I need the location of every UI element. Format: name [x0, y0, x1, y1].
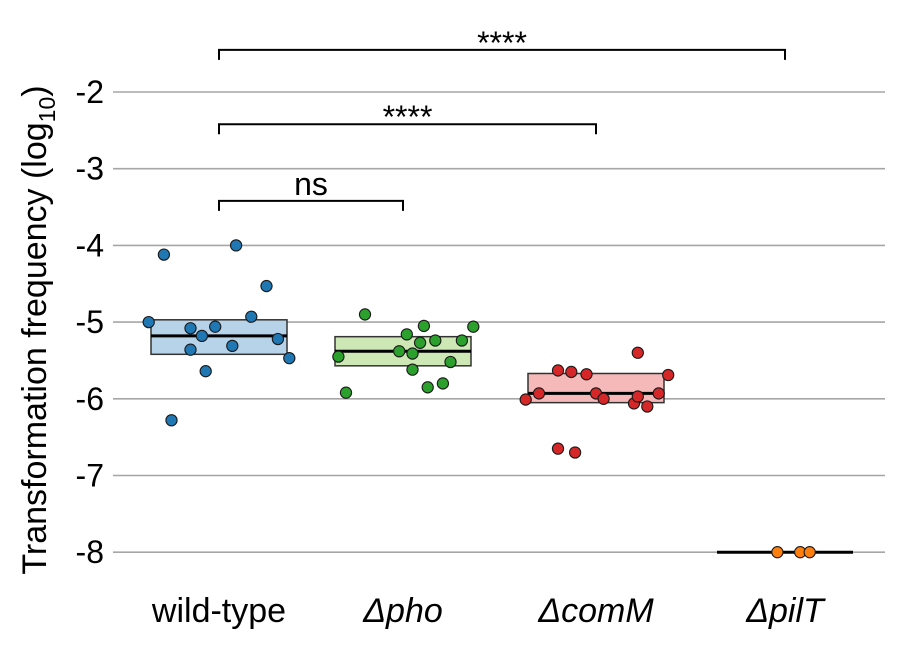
data-point [195, 329, 209, 343]
y-tick-label: -6 [76, 381, 104, 417]
data-point [417, 319, 431, 333]
significance-bracket [218, 48, 786, 60]
significance-bracket [218, 123, 597, 135]
data-point [229, 239, 243, 252]
x-category-label: wild-type [151, 592, 286, 630]
y-axis-ticks: -2 -3 -4 -5 -6 -7 -8 [76, 74, 104, 570]
data-point [209, 320, 222, 333]
data-point [580, 368, 593, 381]
data-point [184, 343, 197, 356]
data-point [400, 328, 413, 341]
y-tick-label: -7 [76, 458, 104, 494]
data-point [332, 350, 345, 363]
data-point [551, 442, 565, 455]
data-point [413, 336, 427, 349]
y-axis-label: Transformation frequency (log10) [16, 85, 60, 574]
data-point [641, 400, 654, 413]
y-tick-label: -5 [76, 304, 104, 340]
data-point [436, 377, 450, 390]
data-point [631, 390, 644, 403]
significance-label: **** [383, 99, 433, 135]
data-point [519, 393, 532, 406]
y-tick-label: -8 [76, 534, 104, 570]
data-point [393, 345, 406, 358]
data-point [184, 322, 197, 335]
y-tick-label: -4 [76, 227, 104, 263]
data-point [652, 387, 665, 400]
y-axis-label-main: Transformation frequency (log [16, 122, 54, 574]
data-point [565, 365, 578, 379]
data-point [199, 365, 212, 378]
data-point [421, 381, 434, 394]
data-point [429, 334, 442, 347]
x-axis-categories: wild-type Δpho ΔcomM ΔpilT [151, 592, 826, 630]
x-category-label: Δpho [362, 592, 443, 630]
data-point [260, 279, 273, 293]
data-point [803, 546, 816, 559]
data-point [157, 248, 171, 261]
data-point [406, 347, 419, 360]
significance-bracket [218, 199, 404, 211]
data-point [455, 334, 469, 347]
data-point [551, 364, 565, 377]
summary-boxes [150, 319, 853, 554]
data-point [226, 339, 239, 353]
y-axis-label-subscript: 10 [34, 97, 60, 123]
data-point [568, 446, 582, 459]
data-point [339, 386, 353, 399]
data-point [597, 392, 610, 405]
x-category-label: ΔpilT [745, 592, 826, 630]
significance-brackets: ns **** **** [218, 25, 786, 211]
data-point [245, 310, 258, 323]
data-point [662, 368, 675, 382]
data-point [467, 320, 480, 333]
data-point [358, 308, 372, 321]
data-point [406, 363, 419, 376]
x-category-label: ΔcomM [537, 592, 654, 630]
data-point [444, 355, 457, 369]
data-point [271, 332, 285, 346]
data-point [165, 414, 178, 427]
y-axis-label-close: ) [16, 85, 54, 96]
y-tick-label: -2 [76, 74, 104, 110]
significance-label: ns [294, 166, 328, 202]
data-point [771, 546, 784, 559]
y-tick-label: -3 [76, 151, 104, 187]
data-point [283, 351, 296, 365]
data-point [631, 346, 644, 359]
data-points [142, 239, 816, 559]
data-point [142, 315, 155, 329]
data-point [532, 387, 546, 400]
significance-label: **** [477, 25, 527, 61]
